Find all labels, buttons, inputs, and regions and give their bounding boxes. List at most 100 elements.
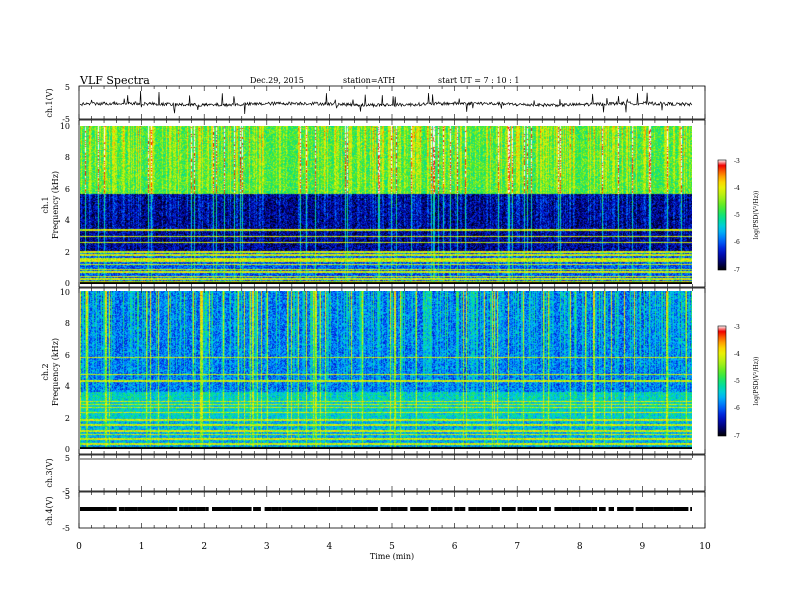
ch1-waveform-trace (79, 90, 693, 115)
ch4-trace-segment (80, 507, 97, 511)
ch1-colorbar-tick--6: -6 (734, 239, 740, 246)
ch4-trace-segment (317, 507, 337, 511)
ch4-trace-segment (367, 507, 378, 511)
ch4-trace-segment (591, 507, 598, 511)
ch4-trace-segment (150, 507, 169, 511)
ch1-colorbar: -3 -4 -5 -6 -7 log(PSD(V²/Hz)) (717, 158, 760, 274)
ch2-colorbar-tick--3: -3 (734, 324, 740, 331)
ch4-trace-segment (385, 507, 391, 511)
ch1-colorbar-tick--5: -5 (734, 212, 740, 219)
ch1-spectrogram-panel: 10 8 6 4 2 0 ch.1 Frequency (kHz) -3 -4 … (41, 119, 760, 288)
ch1-spectrogram-channel-label: ch.1 (41, 196, 50, 213)
ch4-trace-segment (410, 507, 429, 511)
ch4-trace-segment (225, 507, 232, 511)
ch4-trace-segment (124, 507, 138, 511)
ch1-colorbar-tick--3: -3 (734, 158, 740, 165)
ch4-trace-segment (653, 507, 674, 511)
ch4-trace-segment (96, 507, 108, 511)
ch2-ytick-10: 10 (60, 288, 70, 297)
ch4-trace-segment (617, 507, 634, 511)
ch4-trace-segment (212, 507, 226, 511)
ch2-colorbar-tick--5: -5 (734, 378, 740, 385)
ch4-trace-segment (454, 507, 460, 511)
ch4-trace-segment (522, 507, 537, 511)
ch2-colorbar-tick--6: -6 (734, 405, 740, 412)
ch4-trace-segment (137, 507, 151, 511)
ch3-ytick-top: 5 (65, 454, 70, 463)
ch4-trace-segment (231, 507, 252, 511)
ch3-ytick-bottom: -5 (62, 487, 70, 496)
ch2-ytick-4: 4 (65, 382, 70, 391)
header-start-time: start UT = 7 : 10 : 1 (438, 76, 519, 85)
ch4-trace-segment (281, 507, 297, 511)
ch1-waveform-ylabel: ch.1(V) (45, 88, 54, 117)
ch4-trace-segment (380, 507, 386, 511)
ch2-ytick-2: 2 (65, 414, 70, 423)
ch4-ytick-bottom: -5 (62, 524, 70, 533)
xtick-1: 1 (139, 542, 145, 552)
ch4-trace-segment (430, 507, 438, 511)
ch4-trace-segment (579, 507, 592, 511)
xtick-5: 5 (389, 542, 395, 552)
ch4-trace-segment (183, 507, 189, 511)
ch4-waveform-ylabel: ch.4(V) (45, 496, 54, 525)
ch1-ytick-top: 5 (65, 83, 70, 92)
xtick-9: 9 (640, 542, 646, 552)
ch1-spectrogram-image (80, 126, 692, 284)
ch4-trace-segment (446, 507, 453, 511)
xtick-2: 2 (201, 542, 207, 552)
ch4-trace-segment (390, 507, 398, 511)
ch4-trace-segment (517, 507, 523, 511)
ch3-waveform-panel: 5 -5 ch.3(V) (45, 454, 706, 496)
ch4-trace-segment (539, 507, 551, 511)
ch1-ytick-0: 0 (65, 279, 70, 288)
ch2-spectrogram-panel: 10 8 6 4 2 0 ch.2 Frequency (kHz) -3 -4 … (41, 287, 760, 455)
ch4-trace-segment (397, 507, 408, 511)
ch4-trace-segment (336, 507, 352, 511)
ch4-trace-segment (168, 507, 178, 511)
x-axis-label: Time (min) (370, 552, 414, 561)
ch2-ytick-6: 6 (65, 351, 70, 360)
ch1-waveform-line (79, 90, 693, 115)
ch2-spectrogram-channel-label: ch.2 (41, 363, 50, 380)
ch4-trace-segment (690, 507, 692, 511)
ch1-colorbar-gradient (717, 159, 727, 271)
ch4-trace-segment (509, 507, 516, 511)
ch4-trace-segment (468, 507, 477, 511)
ch3-waveform-frame (78, 454, 706, 492)
xtick-3: 3 (264, 542, 270, 552)
ch1-ytick-bottom: -5 (62, 115, 70, 124)
ch2-colorbar-gradient (717, 325, 727, 437)
x-axis-tick-marks (78, 86, 706, 528)
xtick-0: 0 (76, 542, 82, 552)
ch2-spectrogram-image (80, 291, 692, 449)
ch1-ytick-4: 4 (65, 216, 70, 225)
ch4-trace-segment (599, 507, 606, 511)
ch4-trace-segment (490, 507, 500, 511)
ch4-trace-segment (278, 507, 282, 511)
header-station: station=ATH (343, 76, 395, 85)
ch1-ytick-6: 6 (65, 185, 70, 194)
ch2-colorbar-label: log(PSD(V²/Hz)) (753, 357, 760, 406)
ch4-trace-segment (179, 507, 184, 511)
ch2-colorbar: -3 -4 -5 -6 -7 log(PSD(V²/Hz)) (717, 324, 760, 440)
ch4-trace-segment (608, 507, 614, 511)
ch4-trace-segment (554, 507, 572, 511)
ch2-ytick-0: 0 (65, 445, 70, 454)
ch1-ytick-8: 8 (65, 153, 70, 162)
ch4-trace-segment (205, 507, 209, 511)
ch4-trace-segment (296, 507, 300, 511)
ch4-trace-segment (118, 507, 125, 511)
ch1-spectrogram-yaxis: 10 8 6 4 2 0 (60, 122, 70, 288)
ch4-trace-segment (571, 507, 580, 511)
xtick-10: 10 (699, 542, 711, 552)
ch4-trace-segment (300, 507, 318, 511)
ch4-trace-segment (188, 507, 197, 511)
ch4-trace-segment (459, 507, 466, 511)
ch4-trace-segment (673, 507, 689, 511)
xtick-8: 8 (577, 542, 583, 552)
ch4-trace-segment (437, 507, 447, 511)
ch1-colorbar-tick--7: -7 (734, 267, 740, 274)
xtick-6: 6 (452, 542, 458, 552)
